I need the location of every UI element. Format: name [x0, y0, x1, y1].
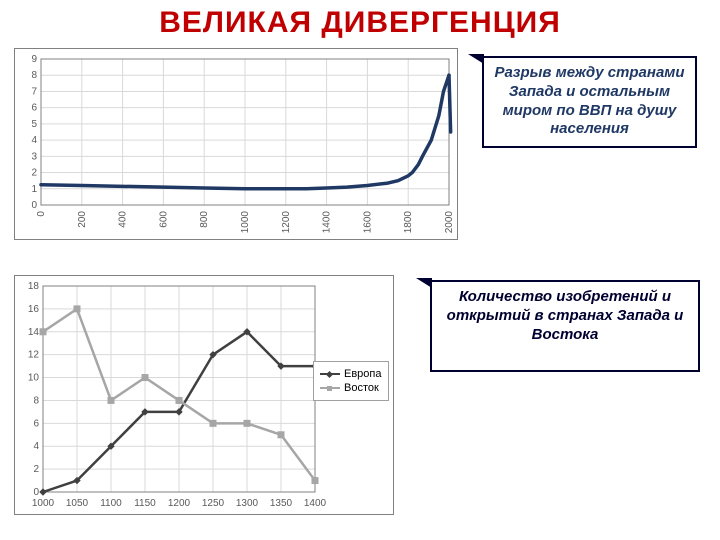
svg-text:1250: 1250	[202, 498, 225, 509]
chart-inventions: 0 2 4 6 8 10 12 14 16 18 1000 1050 1100 1150 1200 1250 1…	[14, 275, 394, 515]
chart-divergence: 0 1 2 3 4 5 6 7 8 9 0 200 400 600 800 1000 1200 1400 1600 1…	[14, 48, 458, 240]
callout-gdp-gap-pointer	[468, 54, 484, 64]
svg-text:1000: 1000	[32, 498, 55, 509]
svg-text:1000: 1000	[240, 211, 251, 234]
svg-text:1400: 1400	[304, 498, 327, 509]
legend-item: Европа	[320, 368, 382, 380]
svg-text:0: 0	[33, 487, 39, 498]
legend-item: Восток	[320, 382, 382, 394]
svg-text:9: 9	[31, 54, 37, 65]
svg-text:8: 8	[31, 70, 37, 81]
svg-text:0: 0	[36, 211, 47, 217]
svg-text:600: 600	[158, 211, 169, 228]
legend-label: Европа	[344, 368, 382, 380]
svg-text:0: 0	[31, 200, 37, 211]
svg-text:1200: 1200	[281, 211, 292, 234]
svg-text:200: 200	[77, 211, 88, 228]
svg-text:16: 16	[28, 304, 40, 315]
svg-text:4: 4	[31, 135, 37, 146]
svg-text:1400: 1400	[322, 211, 333, 234]
svg-text:1800: 1800	[403, 211, 414, 234]
svg-text:1350: 1350	[270, 498, 293, 509]
svg-text:2000: 2000	[444, 211, 455, 234]
svg-text:1150: 1150	[134, 498, 156, 509]
callout-inventions-pointer	[416, 278, 432, 288]
svg-text:1300: 1300	[236, 498, 259, 509]
svg-text:1050: 1050	[66, 498, 89, 509]
svg-text:8: 8	[33, 395, 39, 406]
svg-text:2: 2	[33, 464, 39, 475]
svg-text:5: 5	[31, 119, 37, 130]
chart-divergence-svg: 0 1 2 3 4 5 6 7 8 9 0 200 400 600 800 1000 1200 1400 1600 1…	[15, 49, 459, 241]
callout-inventions-text: Количество изобретений и открытий в стра…	[447, 288, 684, 343]
svg-text:800: 800	[199, 211, 210, 228]
svg-text:3: 3	[31, 151, 37, 162]
svg-text:1: 1	[31, 184, 37, 195]
chart-inventions-legend: Европа Восток	[313, 361, 389, 401]
svg-text:6: 6	[31, 103, 37, 114]
svg-text:1200: 1200	[168, 498, 191, 509]
callout-gdp-gap-text: Разрыв между странами Запада и остальным…	[494, 64, 684, 137]
page-title: ВЕЛИКАЯ ДИВЕРГЕНЦИЯ	[0, 0, 720, 44]
svg-text:1600: 1600	[362, 211, 373, 234]
svg-text:400: 400	[118, 211, 129, 228]
legend-label: Восток	[344, 382, 379, 394]
svg-text:7: 7	[31, 86, 37, 97]
svg-text:2: 2	[31, 168, 37, 179]
svg-text:10: 10	[28, 373, 40, 384]
svg-text:18: 18	[28, 281, 40, 292]
callout-gdp-gap: Разрыв между странами Запада и остальным…	[482, 56, 697, 148]
svg-text:1100: 1100	[100, 498, 122, 509]
svg-text:12: 12	[28, 350, 40, 361]
svg-text:14: 14	[28, 327, 40, 338]
callout-inventions: Количество изобретений и открытий в стра…	[430, 280, 700, 372]
svg-text:4: 4	[33, 441, 39, 452]
svg-text:6: 6	[33, 418, 39, 429]
